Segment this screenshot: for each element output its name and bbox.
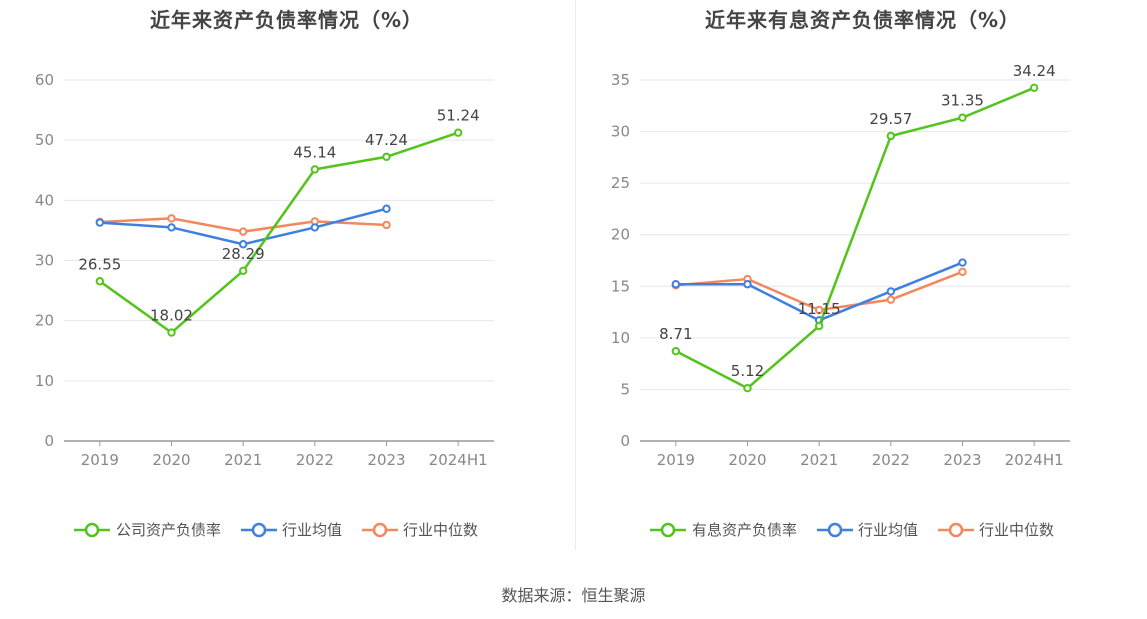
data-point-industry_median bbox=[886, 295, 896, 304]
y-tick-label: 10 bbox=[611, 329, 630, 347]
legend-item-industry_avg: 行业均值 bbox=[817, 521, 918, 539]
data-label: 28.29 bbox=[222, 245, 265, 263]
data-point-industry_median bbox=[167, 214, 176, 223]
x-tick-label: 2021 bbox=[224, 451, 262, 469]
legend-item-industry_median: 行业中位数 bbox=[362, 521, 478, 539]
data-point-company bbox=[453, 128, 463, 137]
x-tick-label: 2022 bbox=[296, 451, 334, 469]
series-line-company bbox=[99, 131, 459, 334]
panel-divider bbox=[575, 0, 576, 550]
data-point-industry_avg bbox=[743, 280, 752, 289]
data-point-company bbox=[310, 165, 320, 174]
legend-label: 行业均值 bbox=[282, 521, 342, 539]
data-label: 5.12 bbox=[731, 362, 764, 380]
legend-label: 有息资产负债率 bbox=[692, 521, 797, 539]
legend-label: 行业中位数 bbox=[979, 521, 1054, 539]
data-point-industry_median bbox=[238, 227, 248, 236]
data-point-industry_median bbox=[814, 305, 824, 315]
data-point-company bbox=[238, 266, 248, 275]
data-label: 31.35 bbox=[941, 92, 984, 110]
data-point-company bbox=[814, 321, 824, 331]
y-tick-label: 25 bbox=[611, 174, 630, 192]
data-label: 8.71 bbox=[659, 325, 692, 343]
legend-item-industry_avg: 行业均值 bbox=[241, 521, 342, 539]
x-tick-label: 2022 bbox=[872, 451, 910, 469]
data-point-industry_avg bbox=[238, 240, 248, 249]
y-tick-label: 10 bbox=[35, 372, 54, 390]
x-tick-label: 2020 bbox=[728, 451, 766, 469]
x-tick-label: 2024H1 bbox=[1005, 451, 1064, 469]
chart-title: 近年来有息资产负债率情况（%） bbox=[704, 8, 1021, 32]
data-point-industry_avg bbox=[310, 223, 320, 232]
y-tick-label: 5 bbox=[620, 380, 630, 398]
legend-marker bbox=[948, 522, 964, 538]
data-point-industry_avg bbox=[886, 287, 896, 296]
y-tick-label: 50 bbox=[35, 131, 54, 149]
y-tick-label: 0 bbox=[44, 432, 54, 450]
data-point-industry_median bbox=[382, 220, 391, 230]
data-label: 18.02 bbox=[150, 307, 193, 325]
data-point-industry_avg bbox=[958, 258, 967, 267]
series-line-company bbox=[675, 86, 1035, 390]
legend-marker bbox=[84, 522, 100, 538]
data-point-industry_avg bbox=[671, 280, 681, 289]
data-point-company bbox=[671, 346, 681, 356]
y-tick-label: 30 bbox=[611, 123, 630, 141]
data-point-company bbox=[167, 328, 176, 337]
data-label: 11.15 bbox=[798, 300, 841, 318]
legend-marker bbox=[372, 522, 388, 538]
data-label: 29.57 bbox=[869, 110, 912, 128]
legend-item-industry_median: 行业中位数 bbox=[938, 521, 1054, 539]
x-tick-label: 2023 bbox=[367, 451, 405, 469]
data-point-company bbox=[958, 113, 967, 122]
x-tick-label: 2019 bbox=[657, 451, 695, 469]
data-point-company bbox=[95, 277, 105, 286]
data-source-note: 数据来源：恒生聚源 bbox=[501, 586, 646, 605]
data-point-company bbox=[382, 152, 391, 161]
y-tick-label: 20 bbox=[35, 312, 54, 330]
chart-panel-asset-liability: 近年来资产负债率情况（%） 0 10 20 30 40 50 60 2019 2020 2021 2… bbox=[0, 0, 573, 560]
line-chart-interest-bearing: 0 5 10 15 20 25 30 35 2019 2020 2021 2022 2023 2024H1… bbox=[611, 62, 1070, 539]
legend-item-company: 公司资产负债率 bbox=[74, 521, 221, 539]
y-tick-label: 40 bbox=[35, 191, 54, 209]
series-line-industry_avg bbox=[99, 207, 387, 246]
y-tick-label: 20 bbox=[611, 226, 630, 244]
x-tick-label: 2024H1 bbox=[429, 451, 488, 469]
data-label: 34.24 bbox=[1013, 62, 1056, 80]
data-point-industry_avg bbox=[167, 223, 176, 232]
y-tick-label: 0 bbox=[620, 432, 630, 450]
data-point-industry_median bbox=[958, 267, 967, 277]
data-label: 26.55 bbox=[78, 255, 121, 273]
legend-label: 行业均值 bbox=[858, 521, 918, 539]
data-point-company bbox=[743, 383, 752, 393]
data-point-company bbox=[886, 131, 896, 141]
x-tick-label: 2023 bbox=[943, 451, 981, 469]
legend-marker bbox=[251, 522, 267, 538]
data-point-industry_avg bbox=[95, 218, 105, 227]
legend-label: 行业中位数 bbox=[403, 521, 478, 539]
legend-marker bbox=[660, 522, 676, 538]
data-label: 45.14 bbox=[293, 143, 336, 161]
data-point-company bbox=[1029, 83, 1039, 93]
y-tick-label: 30 bbox=[35, 252, 54, 270]
x-tick-label: 2021 bbox=[800, 451, 838, 469]
data-label: 47.24 bbox=[365, 131, 408, 149]
y-tick-label: 15 bbox=[611, 277, 630, 295]
chart-title: 近年来资产负债率情况（%） bbox=[149, 8, 424, 32]
data-label: 51.24 bbox=[437, 107, 480, 125]
line-chart-asset-liability: 0 10 20 30 40 50 60 2019 2020 2021 2022 2023 2024H1 2… bbox=[35, 71, 494, 539]
x-tick-label: 2020 bbox=[152, 451, 190, 469]
legend-marker bbox=[827, 522, 843, 538]
y-tick-label: 35 bbox=[611, 71, 630, 89]
legend-label: 公司资产负债率 bbox=[116, 521, 221, 539]
y-tick-label: 60 bbox=[35, 71, 54, 89]
x-tick-label: 2019 bbox=[81, 451, 119, 469]
data-point-industry_avg bbox=[382, 204, 391, 213]
chart-panel-interest-bearing: 近年来有息资产负债率情况（%） 0 5 10 15 20 25 30 35 2019 2020 20… bbox=[576, 0, 1147, 560]
legend-item-company: 有息资产负债率 bbox=[650, 521, 797, 539]
